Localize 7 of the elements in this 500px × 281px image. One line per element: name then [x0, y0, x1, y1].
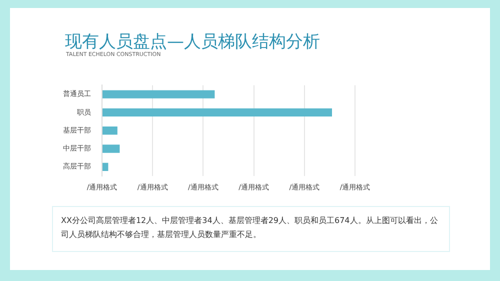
bar — [102, 90, 215, 98]
bar — [102, 144, 120, 153]
bar — [102, 162, 108, 172]
bar — [102, 108, 332, 117]
bar — [102, 126, 118, 135]
chart-title: 现有人员盘点—人员梯队结构分析 — [65, 31, 320, 52]
text: XX分公司高层管理者12人、中层管理者34人、基层管理者29人、职员和员工674人。从上图可以看出，公司人员梯队结构不够合理，基层管理人员数量严重不足。 — [52, 206, 450, 252]
